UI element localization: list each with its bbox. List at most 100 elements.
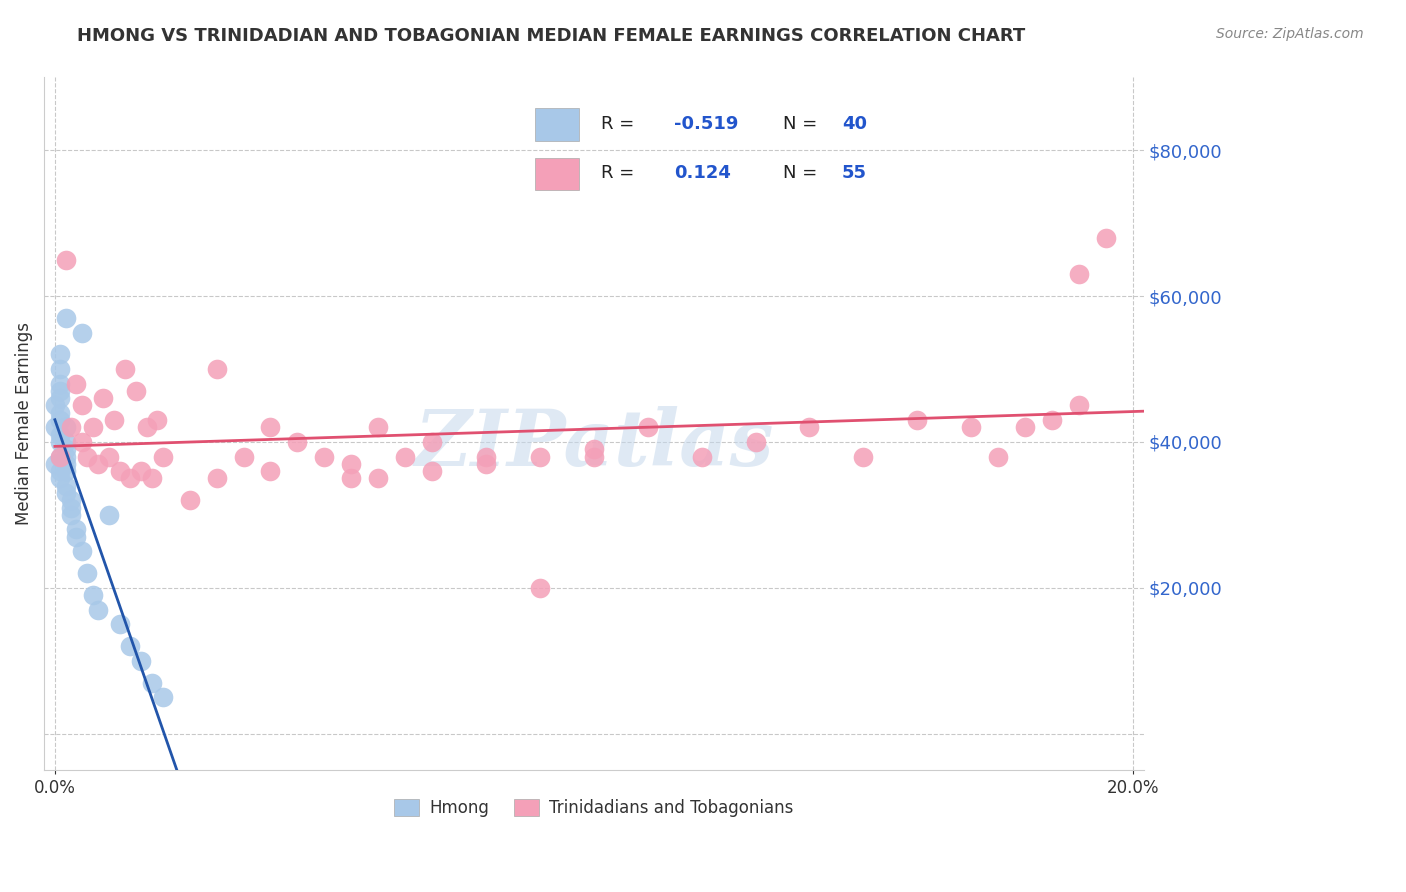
Point xyxy=(287,434,309,449)
Point xyxy=(60,508,83,522)
Point xyxy=(367,420,389,434)
Point xyxy=(49,384,72,398)
Point xyxy=(1014,420,1036,434)
Point xyxy=(49,464,72,478)
Point xyxy=(340,457,363,471)
Point xyxy=(65,523,87,537)
Point xyxy=(1095,231,1118,245)
Point xyxy=(1040,413,1063,427)
Point xyxy=(44,399,66,413)
Point xyxy=(905,413,928,427)
Point xyxy=(129,464,152,478)
Point xyxy=(582,442,605,457)
Point xyxy=(55,450,77,464)
Point xyxy=(529,581,551,595)
Point xyxy=(1067,399,1090,413)
Point xyxy=(44,420,66,434)
FancyBboxPatch shape xyxy=(534,109,579,141)
Point xyxy=(97,450,120,464)
Point xyxy=(108,464,131,478)
Point xyxy=(49,471,72,485)
Point xyxy=(475,457,498,471)
Point xyxy=(259,464,281,478)
Point xyxy=(55,486,77,500)
Point xyxy=(49,391,72,405)
Point xyxy=(55,478,77,492)
Point xyxy=(49,406,72,420)
Text: N =: N = xyxy=(783,115,824,133)
Point xyxy=(49,413,72,427)
Legend: Hmong, Trinidadians and Tobagonians: Hmong, Trinidadians and Tobagonians xyxy=(388,792,800,824)
Point xyxy=(114,362,136,376)
Point xyxy=(55,420,77,434)
Point xyxy=(637,420,659,434)
Point xyxy=(82,588,104,602)
Point xyxy=(87,457,110,471)
Point xyxy=(120,471,142,485)
Text: 55: 55 xyxy=(842,164,868,182)
Point xyxy=(60,420,83,434)
Point xyxy=(582,450,605,464)
Point xyxy=(852,450,875,464)
Point xyxy=(87,602,110,616)
Text: R =: R = xyxy=(600,115,640,133)
Point xyxy=(55,457,77,471)
Point xyxy=(205,362,228,376)
Point xyxy=(49,450,72,464)
Point xyxy=(987,450,1010,464)
Point xyxy=(179,493,201,508)
Point xyxy=(49,347,72,361)
Point xyxy=(314,450,336,464)
Point xyxy=(49,450,72,464)
FancyBboxPatch shape xyxy=(534,158,579,190)
Point xyxy=(76,566,98,581)
Text: R =: R = xyxy=(600,164,640,182)
Point xyxy=(49,427,72,442)
Point xyxy=(394,450,416,464)
Point xyxy=(1067,267,1090,281)
Point xyxy=(744,434,766,449)
Text: 40: 40 xyxy=(842,115,868,133)
Point xyxy=(44,457,66,471)
Point xyxy=(55,464,77,478)
Point xyxy=(259,420,281,434)
Point xyxy=(475,450,498,464)
Point xyxy=(232,450,254,464)
Point xyxy=(205,471,228,485)
Point xyxy=(60,500,83,515)
Point xyxy=(76,450,98,464)
Text: -0.519: -0.519 xyxy=(673,115,738,133)
Text: 0.124: 0.124 xyxy=(673,164,731,182)
Point xyxy=(141,675,163,690)
Point xyxy=(108,617,131,632)
Point xyxy=(152,450,174,464)
Point xyxy=(70,399,93,413)
Point xyxy=(49,434,72,449)
Point xyxy=(55,252,77,267)
Point xyxy=(120,639,142,653)
Text: Source: ZipAtlas.com: Source: ZipAtlas.com xyxy=(1216,27,1364,41)
Point xyxy=(690,450,713,464)
Point xyxy=(55,311,77,326)
Text: ZIPatlas: ZIPatlas xyxy=(415,406,773,483)
Point xyxy=(960,420,983,434)
Point xyxy=(70,326,93,340)
Point xyxy=(70,544,93,558)
Point xyxy=(55,442,77,457)
Point xyxy=(65,376,87,391)
Point xyxy=(141,471,163,485)
Point xyxy=(135,420,157,434)
Point xyxy=(70,434,93,449)
Point xyxy=(152,690,174,704)
Point xyxy=(97,508,120,522)
Point xyxy=(49,362,72,376)
Point xyxy=(82,420,104,434)
Point xyxy=(103,413,125,427)
Point xyxy=(60,493,83,508)
Point xyxy=(420,434,443,449)
Point xyxy=(799,420,821,434)
Text: N =: N = xyxy=(783,164,824,182)
Point xyxy=(146,413,169,427)
Point xyxy=(420,464,443,478)
Point xyxy=(93,391,115,405)
